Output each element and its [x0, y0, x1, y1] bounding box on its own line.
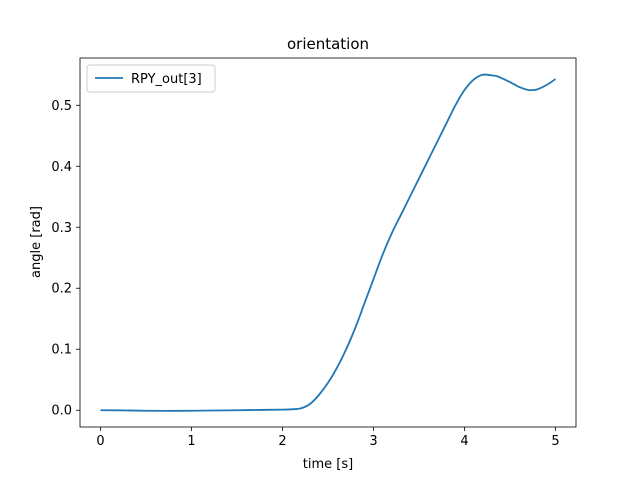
y-axis-ticks: 0.0 0.1 0.2 0.3 0.4 0.5 — [51, 99, 80, 419]
series-layer — [100, 73, 557, 412]
y-tick-label: 0.2 — [51, 282, 72, 297]
chart-title: orientation — [287, 35, 369, 53]
x-axis-ticks: 0 1 2 3 4 5 — [96, 427, 560, 449]
plot-area — [80, 58, 576, 427]
legend-box — [86, 64, 216, 93]
y-tick-label: 0.4 — [51, 160, 72, 175]
x-tick-label: 2 — [278, 434, 286, 449]
y-tick-label: 0.3 — [51, 221, 72, 236]
x-tick-label: 5 — [551, 434, 559, 449]
x-tick-label: 0 — [96, 434, 104, 449]
plot-frame — [79, 57, 577, 428]
y-axis-label: angle [rad] — [29, 206, 44, 278]
x-tick-label: 3 — [369, 434, 377, 449]
legend: RPY_out[3] — [86, 64, 216, 93]
y-tick-label: 0.1 — [51, 343, 72, 358]
y-tick-label: 0.0 — [51, 404, 72, 419]
y-tick-label: 0.5 — [51, 99, 72, 114]
x-tick-label: 4 — [460, 434, 468, 449]
series-line-0 — [100, 73, 557, 412]
legend-label: RPY_out[3] — [131, 72, 202, 87]
x-axis-label: time [s] — [303, 457, 353, 472]
x-tick-label: 1 — [187, 434, 195, 449]
